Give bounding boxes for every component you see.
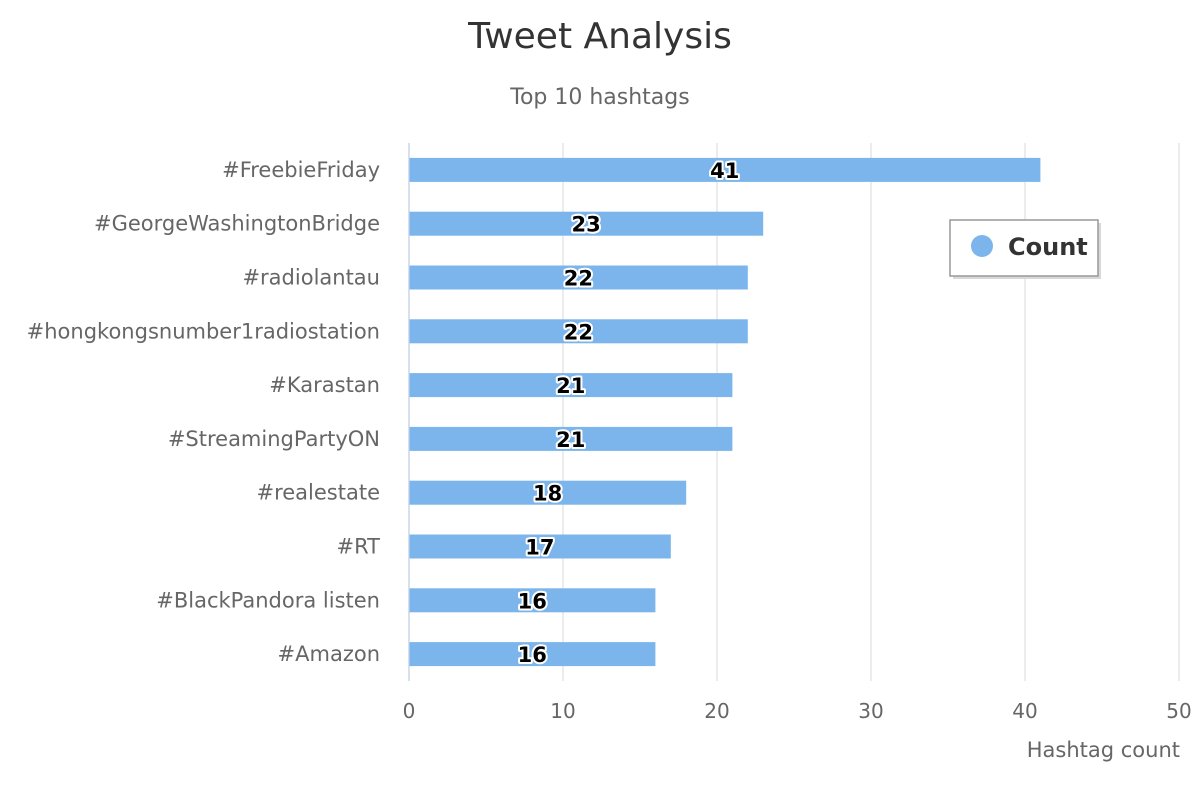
bar[interactable] <box>409 319 748 344</box>
bar[interactable] <box>409 211 764 236</box>
x-axis-title: Hashtag count <box>1027 738 1180 762</box>
category-label: #StreamingPartyON <box>168 427 380 451</box>
bar[interactable] <box>409 534 671 559</box>
category-label: #Amazon <box>278 642 380 666</box>
chart-subtitle: Top 10 hashtags <box>509 85 689 110</box>
x-tick-label: 40 <box>1012 699 1037 723</box>
category-label: #realestate <box>256 481 380 505</box>
data-label: 16 <box>518 589 547 613</box>
data-label: 22 <box>564 267 593 291</box>
bar[interactable] <box>409 480 687 505</box>
data-labels: 41 23 22 22 21 21 18 17 16 16 <box>516 157 742 669</box>
data-label: 17 <box>525 536 554 560</box>
data-label: 41 <box>710 159 739 183</box>
bar[interactable] <box>409 426 733 451</box>
bar[interactable] <box>409 265 748 290</box>
category-label: #GeorgeWashingtonBridge <box>94 212 380 236</box>
legend[interactable]: Count <box>949 219 1101 279</box>
x-tick-label: 0 <box>403 699 416 723</box>
data-label: 22 <box>564 320 593 344</box>
x-tick-label: 10 <box>550 699 575 723</box>
legend-marker <box>971 235 993 257</box>
category-label: #RT <box>337 535 381 559</box>
category-label: #hongkongsnumber1radiostation <box>27 319 380 343</box>
x-tick-label: 30 <box>858 699 883 723</box>
data-label: 21 <box>556 374 585 398</box>
bar[interactable] <box>409 157 1041 182</box>
category-label: #radiolantau <box>242 266 380 290</box>
axes: 0 10 20 30 40 50 #FreebieFriday #GeorgeWashingt… <box>27 143 1192 723</box>
category-label: #BlackPandora listen <box>156 588 380 612</box>
bar[interactable] <box>409 373 733 398</box>
data-label: 18 <box>533 482 562 506</box>
bar[interactable] <box>409 642 656 667</box>
data-label: 16 <box>518 643 547 667</box>
legend-item-count: Count <box>1008 233 1088 261</box>
x-tick-label: 50 <box>1166 699 1191 723</box>
data-label: 23 <box>571 213 600 237</box>
chart-title: Tweet Analysis <box>467 16 732 57</box>
bar-series <box>409 157 1041 667</box>
x-tick-label: 20 <box>704 699 729 723</box>
category-label: #Karastan <box>269 373 380 397</box>
data-label: 21 <box>556 428 585 452</box>
category-label: #FreebieFriday <box>222 158 380 182</box>
bar[interactable] <box>409 588 656 613</box>
